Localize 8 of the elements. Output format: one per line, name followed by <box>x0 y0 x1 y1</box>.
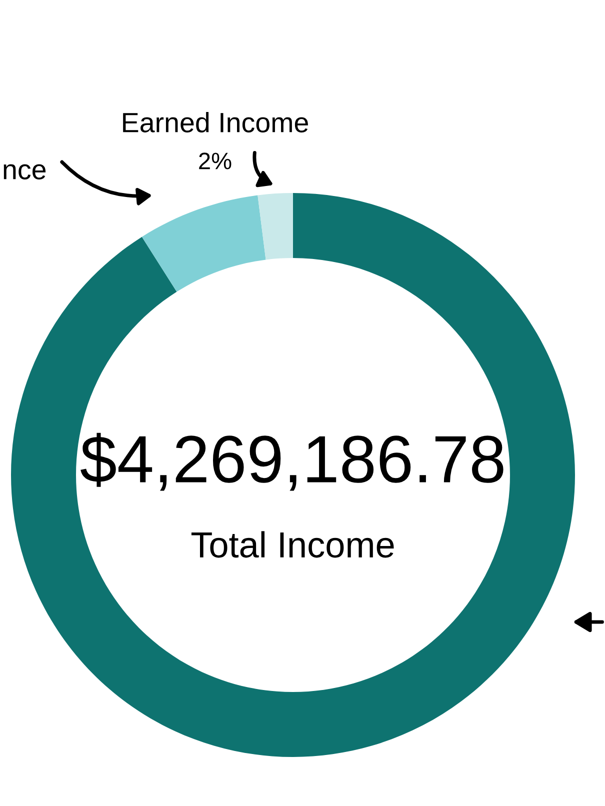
slice-label: nce <box>4 164 46 180</box>
donut-slice <box>258 193 293 260</box>
data-label: 2% <box>199 152 232 170</box>
donut-slice <box>142 195 266 292</box>
slice-label: Earned Income <box>123 112 308 132</box>
text: Total Income <box>191 531 394 558</box>
donut-slice <box>11 193 575 757</box>
text: $4,269,186.78 <box>80 432 504 491</box>
